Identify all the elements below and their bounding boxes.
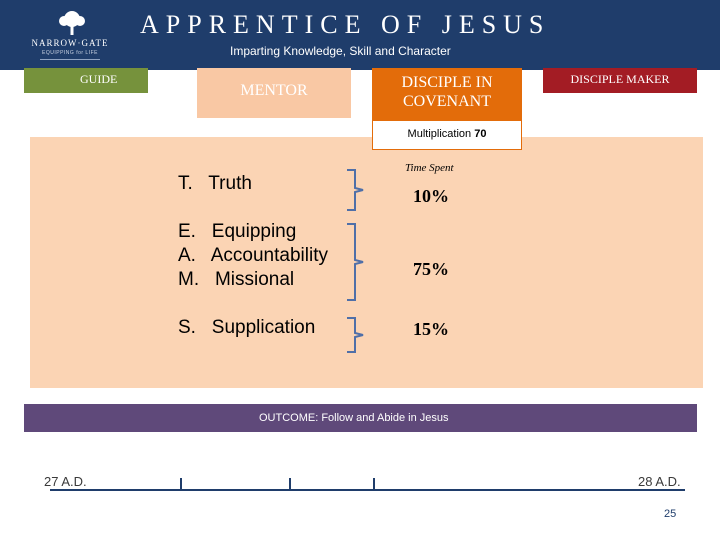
- page-subtitle: Imparting Knowledge, Skill and Character: [230, 44, 451, 58]
- stage-guide: GUIDE: [24, 68, 148, 93]
- logo-divider: [40, 59, 100, 60]
- group-truth-percent: 10%: [413, 186, 449, 206]
- outcome-bar: [24, 404, 697, 432]
- brace-icon: [347, 223, 364, 301]
- logo: NARROW·GATE EQUIPPING for LIFE: [10, 6, 130, 66]
- group-supplication-percent: 15%: [413, 319, 449, 339]
- timeline-tick: [373, 478, 375, 491]
- stage-covenant-line1: DISCIPLE IN: [401, 74, 493, 91]
- time-panel: [30, 137, 703, 388]
- group-supplication-text: S. Supplication: [178, 317, 316, 338]
- brace-icon: [347, 169, 364, 211]
- timeline-tick: [180, 478, 182, 491]
- timeline-line: [50, 489, 685, 491]
- multiplication-value: 70: [474, 128, 487, 140]
- group-eam-text: E. Equipping A. Accountability M. Missio…: [178, 221, 328, 290]
- timeline-start: 27 A.D.: [44, 474, 87, 489]
- page-number: 25: [664, 508, 677, 520]
- logo-tagline: EQUIPPING for LIFE: [42, 50, 98, 56]
- logo-name: NARROW·GATE: [31, 38, 109, 48]
- page-title: APPRENTICE OF JESUS: [140, 10, 551, 39]
- brace-icon: [347, 317, 364, 353]
- stage-disciple-in-covenant: DISCIPLE IN COVENANT: [372, 68, 522, 120]
- group-eam-percent: 75%: [413, 259, 449, 279]
- time-spent-label: Time Spent: [405, 162, 454, 174]
- outcome-text: OUTCOME: Follow and Abide in Jesus: [259, 412, 449, 424]
- timeline-tick: [289, 478, 291, 491]
- multiplication-label: Multiplication: [407, 128, 472, 140]
- stage-disciple-maker: DISCIPLE MAKER: [543, 68, 697, 93]
- tree-icon: [59, 11, 85, 35]
- header-bar: [0, 0, 720, 70]
- stage-mentor: MENTOR: [197, 68, 351, 118]
- stage-covenant-line2: COVENANT: [403, 93, 491, 110]
- multiplication-box: Multiplication 70: [372, 120, 522, 150]
- group-truth-text: T. Truth: [178, 173, 252, 194]
- timeline-end: 28 A.D.: [638, 474, 681, 489]
